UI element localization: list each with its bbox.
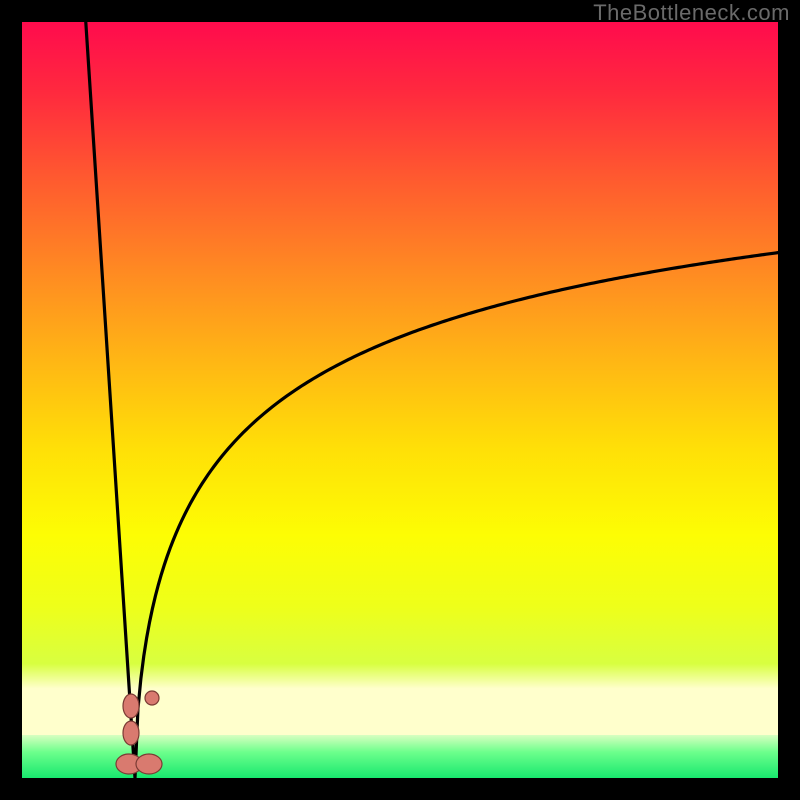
frame-rect	[11, 11, 789, 789]
chart-frame	[0, 0, 800, 800]
watermark-text: TheBottleneck.com	[593, 0, 790, 26]
chart-stage: TheBottleneck.com	[0, 0, 800, 800]
